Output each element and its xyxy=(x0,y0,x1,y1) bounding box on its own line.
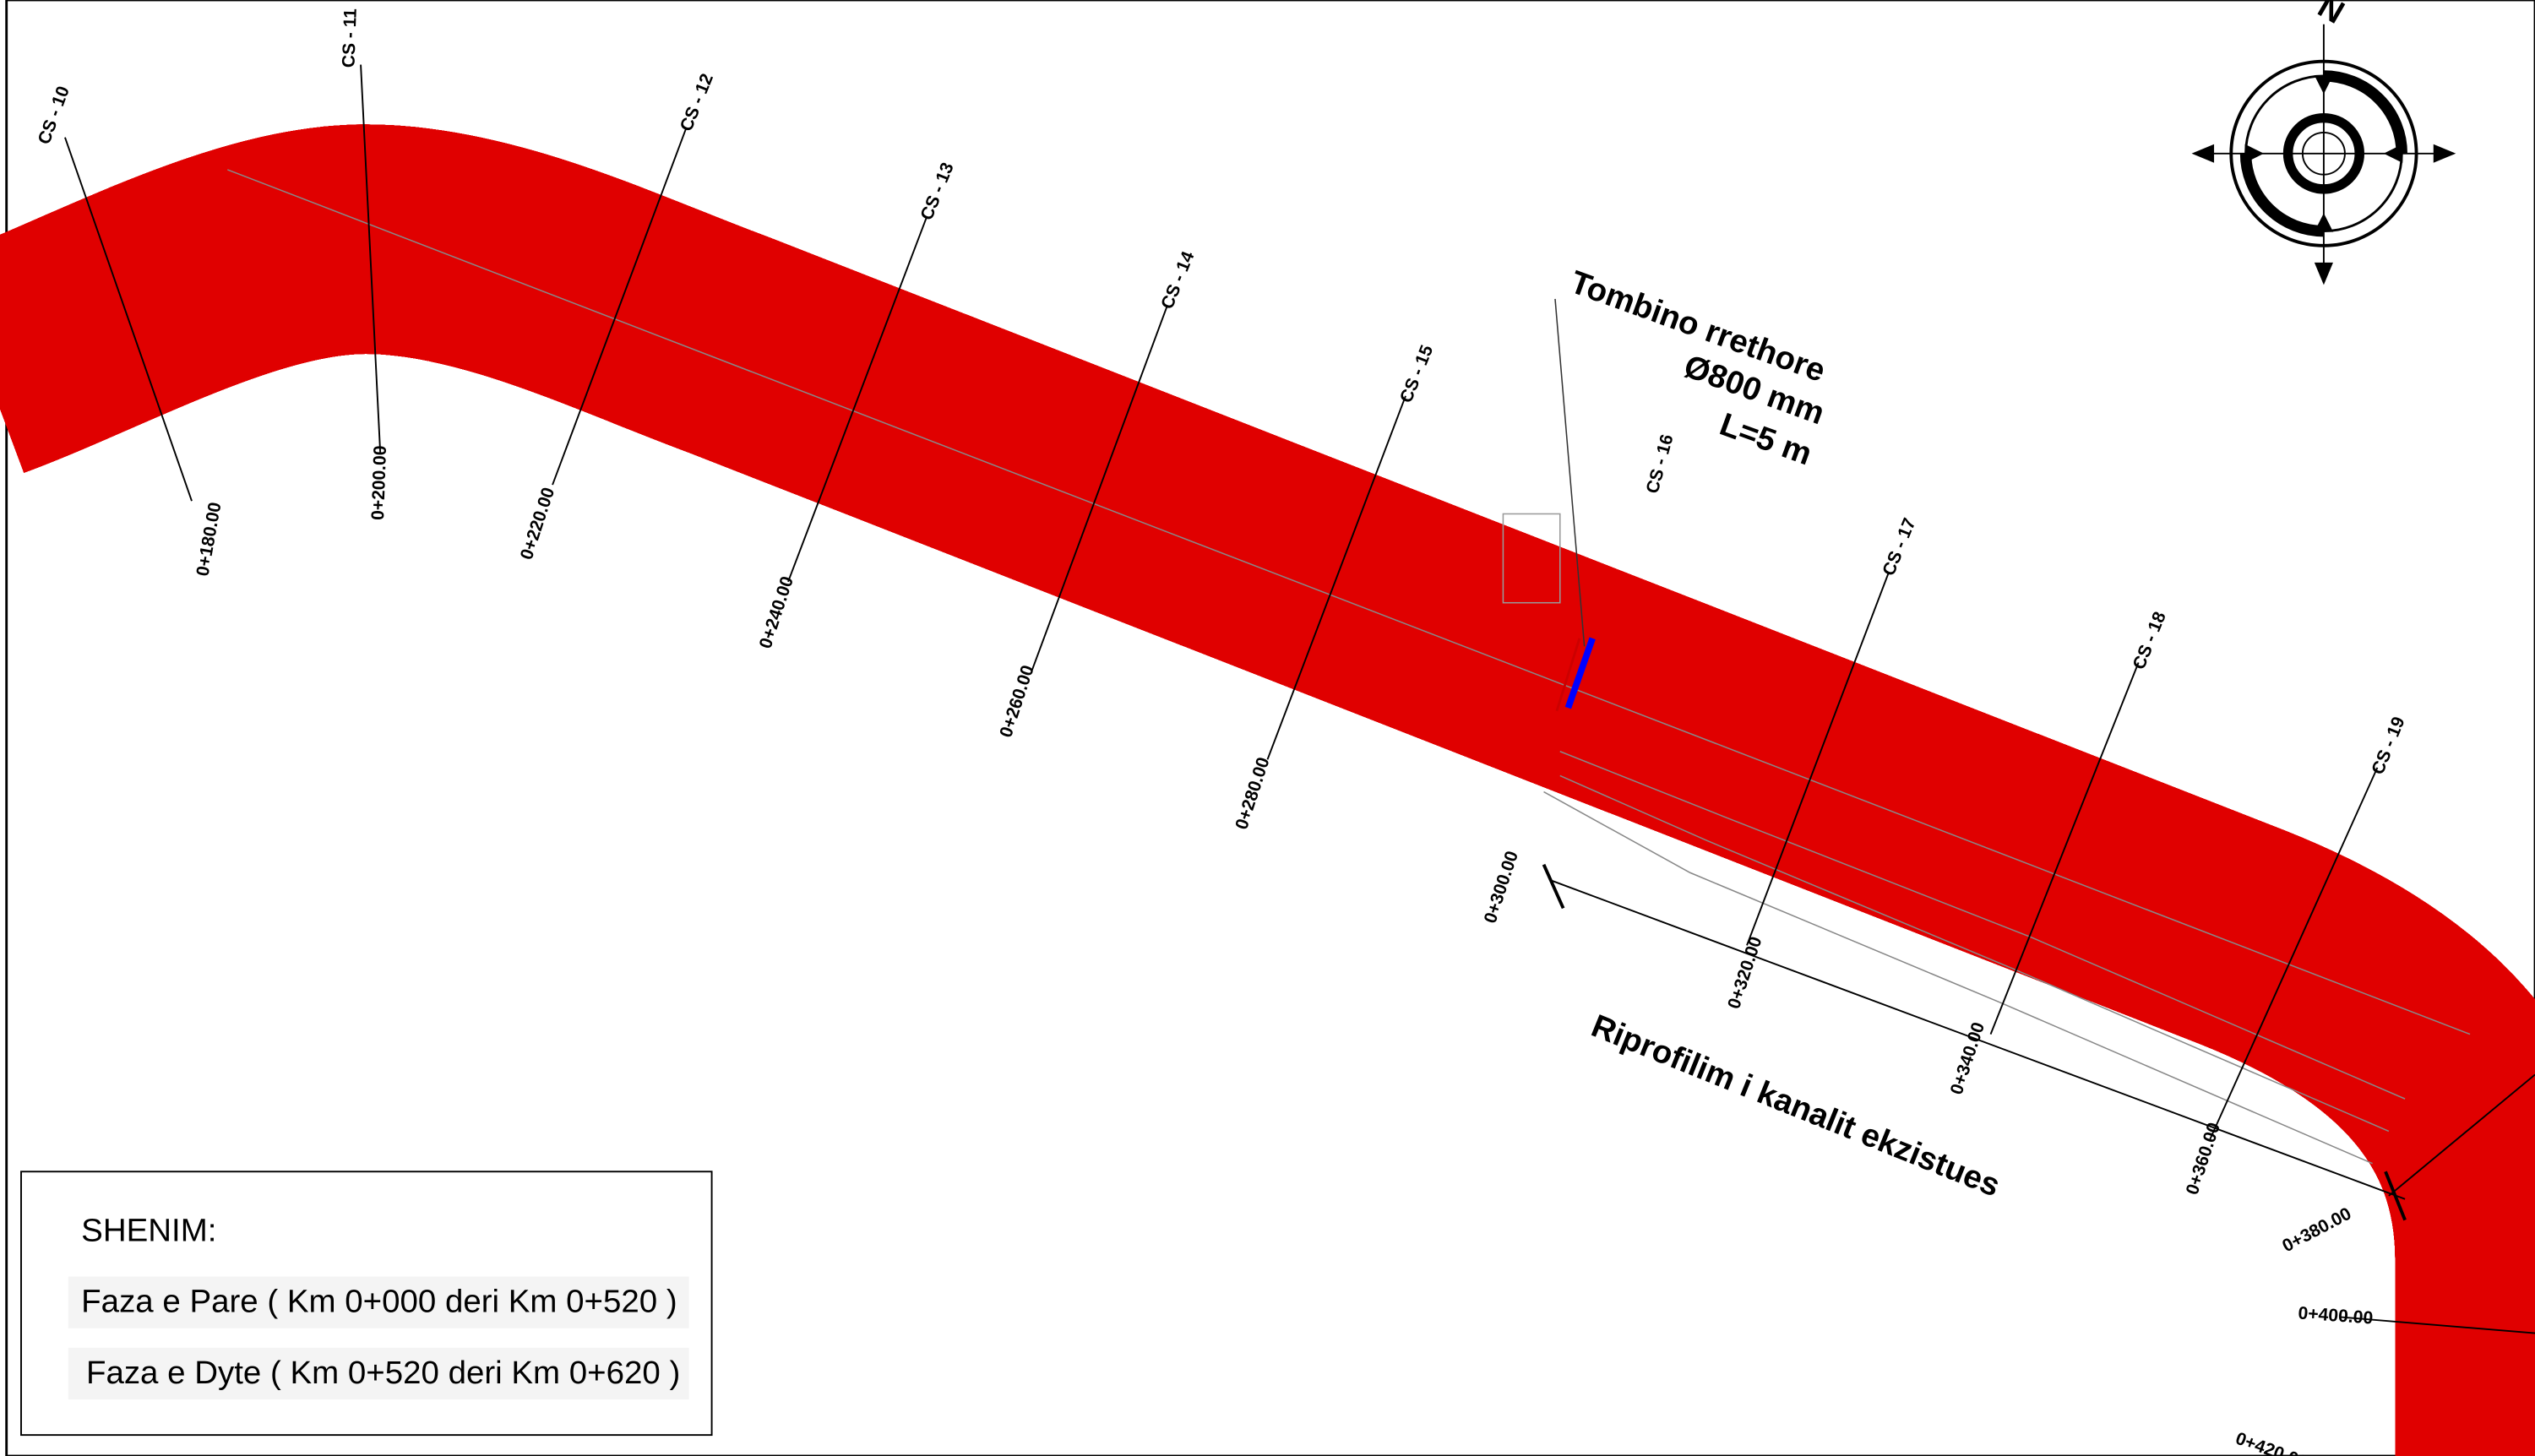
culvert-edge xyxy=(1555,638,1581,712)
section-line xyxy=(552,128,687,486)
road xyxy=(0,239,2535,1456)
note-row xyxy=(68,1276,689,1328)
section-line xyxy=(2340,1316,2535,1334)
section-line xyxy=(2388,1073,2535,1197)
culvert xyxy=(1564,637,1596,709)
note-line: Faza e Dyte ( Km 0+520 deri Km 0+620 ) xyxy=(86,1355,680,1391)
section-line xyxy=(787,217,928,583)
canal xyxy=(227,169,2471,1165)
station-label: 0+200.00 xyxy=(368,445,390,520)
section-line xyxy=(360,64,382,453)
section-line xyxy=(1266,395,1406,760)
note-row xyxy=(68,1347,689,1400)
leader-line xyxy=(1554,298,1586,647)
section-line xyxy=(1989,662,2140,1035)
cross-section-label: CS - 11 xyxy=(339,8,361,68)
dimension-tick xyxy=(1542,863,1565,910)
dimension-tick xyxy=(2384,1171,2407,1221)
note-title: SHENIM: xyxy=(81,1213,216,1249)
section-line xyxy=(64,137,193,502)
note-line: Faza e Pare ( Km 0+000 deri Km 0+520 ) xyxy=(81,1284,677,1320)
section-line xyxy=(1031,307,1168,671)
section-line xyxy=(1746,573,1890,946)
section-line xyxy=(2209,767,2379,1140)
canal-dimension xyxy=(1551,879,2406,1200)
north-arrow xyxy=(2191,24,2456,285)
